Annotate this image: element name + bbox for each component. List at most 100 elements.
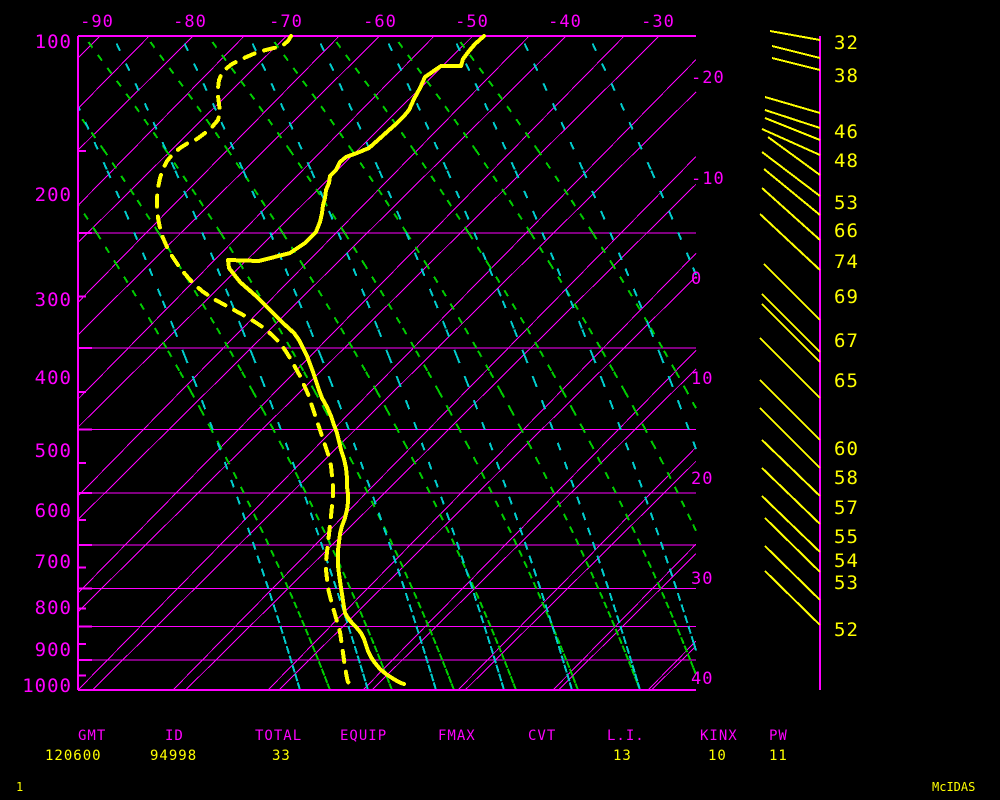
mixing-ratio-line xyxy=(488,643,494,654)
mixing-ratio-line xyxy=(414,622,420,634)
saturated-adiabat-line xyxy=(582,429,594,448)
saturated-adiabat-line xyxy=(614,492,624,508)
mixing-ratio-line xyxy=(675,588,682,601)
mixing-ratio-line xyxy=(290,662,296,673)
saturated-adiabat-line xyxy=(438,391,451,412)
saturated-adiabat-line xyxy=(281,446,292,464)
mixing-ratio-line xyxy=(475,600,481,613)
wind-speed-label: 53 xyxy=(834,572,859,594)
saturated-adiabat-line xyxy=(450,682,455,691)
saturated-adiabat-line xyxy=(343,446,354,464)
mixing-ratio-line xyxy=(431,295,447,329)
mixing-ratio-line xyxy=(339,407,350,431)
wind-barb-shaft xyxy=(763,263,821,321)
saturated-adiabat-line xyxy=(423,617,430,628)
saturated-adiabat-line xyxy=(351,347,367,372)
mixing-ratio-line xyxy=(430,469,439,488)
mixing-ratio-line xyxy=(483,429,494,451)
saturated-adiabat-line xyxy=(624,391,637,412)
saturated-adiabat-line xyxy=(310,643,317,653)
saturated-adiabat-line xyxy=(453,544,461,557)
saturated-adiabat-line xyxy=(426,370,440,393)
mixing-ratio-line xyxy=(458,549,465,564)
saturated-adiabat-line xyxy=(351,462,362,480)
mixing-ratio-line xyxy=(471,588,478,601)
saturated-adiabat-line xyxy=(337,322,354,349)
mixing-ratio-line xyxy=(467,217,487,261)
saturated-adiabat-line xyxy=(529,232,553,267)
mixing-ratio-line xyxy=(424,653,429,664)
temp-right-label-0: 0 xyxy=(691,269,702,289)
saturated-adiabat-line xyxy=(406,577,414,590)
saturated-adiabat-line xyxy=(269,35,318,100)
wind-barbs[interactable] xyxy=(759,30,821,626)
mixing-ratio-line xyxy=(475,407,486,431)
saturated-adiabat-line xyxy=(257,194,284,234)
mixing-ratio-line xyxy=(388,356,401,384)
saturated-adiabat-line xyxy=(252,391,265,412)
wind-barb-shaft xyxy=(761,151,821,197)
saturated-adiabat-line xyxy=(295,607,302,618)
saturated-adiabat-line xyxy=(396,429,408,448)
saturated-adiabat-line xyxy=(315,98,354,152)
dry-adiabat-line xyxy=(77,35,245,206)
saturated-adiabat-line xyxy=(256,519,264,534)
mixing-ratio-line xyxy=(362,469,371,488)
saturated-adiabat-line xyxy=(427,626,434,636)
mixing-ratio-line xyxy=(444,328,459,358)
mixing-ratio-line xyxy=(567,295,583,329)
saturated-adiabat-line xyxy=(307,634,313,645)
dewpoint-trace[interactable] xyxy=(155,34,352,686)
saturated-adiabat-line xyxy=(275,322,292,349)
saturated-adiabat-line xyxy=(304,492,314,508)
mixing-ratio-line xyxy=(407,407,418,431)
mixing-ratio-line xyxy=(395,562,402,577)
saturated-adiabat-line xyxy=(438,651,444,661)
plot-frame xyxy=(77,35,696,691)
saturated-adiabat-line xyxy=(631,295,649,324)
mixing-ratio-line xyxy=(331,575,338,590)
mixing-ratio-line xyxy=(636,681,641,691)
saturated-adiabat-line xyxy=(195,194,222,234)
saturated-adiabat-line xyxy=(397,556,404,569)
dry-adiabat-line xyxy=(647,640,697,691)
saturated-adiabat-line xyxy=(178,370,192,393)
mixing-ratio-line xyxy=(494,662,500,673)
temperature-curve[interactable] xyxy=(226,34,486,686)
mixing-ratio-line xyxy=(599,562,606,577)
mixing-ratio-line xyxy=(568,681,573,691)
saturated-adiabat-line xyxy=(253,98,292,152)
mixing-ratio-line xyxy=(633,672,639,682)
dry-adiabat-line xyxy=(77,59,697,691)
mixing-ratio-line xyxy=(271,600,277,613)
dry-adiabat-line xyxy=(457,446,697,691)
saturated-adiabat-line xyxy=(497,506,506,521)
mixing-ratio-line xyxy=(295,295,311,329)
footer-header-pw: PW xyxy=(769,728,788,744)
mixing-ratio-line xyxy=(426,662,432,673)
temp-top-label-neg90: -90 xyxy=(80,12,114,32)
saturated-adiabat-line xyxy=(489,626,496,636)
saturated-adiabat-line xyxy=(689,659,695,669)
mixing-ratio-line xyxy=(363,295,379,329)
saturated-adiabat-line xyxy=(624,651,630,661)
mixing-ratio-line xyxy=(520,35,558,111)
saturated-adiabat-line xyxy=(523,322,540,349)
dry-adiabat-line xyxy=(77,35,340,303)
mixing-ratio-line xyxy=(403,588,410,601)
wind-barb-shaft xyxy=(759,379,821,441)
mixing-ratio-line xyxy=(374,503,383,521)
mixing-ratio-line xyxy=(513,169,538,219)
temp-right-label-10: 10 xyxy=(691,369,713,389)
mixing-ratio-line xyxy=(330,383,342,408)
dewpoint-curve[interactable] xyxy=(155,34,352,686)
mixing-ratio-line xyxy=(312,519,320,536)
mixing-ratio-line xyxy=(180,35,218,111)
saturated-adiabat-line xyxy=(676,492,686,508)
saturated-adiabat-line xyxy=(506,667,512,676)
mixing-ratio-line xyxy=(346,622,352,634)
mixing-ratio-line xyxy=(442,503,451,521)
saturated-adiabat-line xyxy=(77,203,98,234)
temperature-trace[interactable] xyxy=(226,34,486,686)
